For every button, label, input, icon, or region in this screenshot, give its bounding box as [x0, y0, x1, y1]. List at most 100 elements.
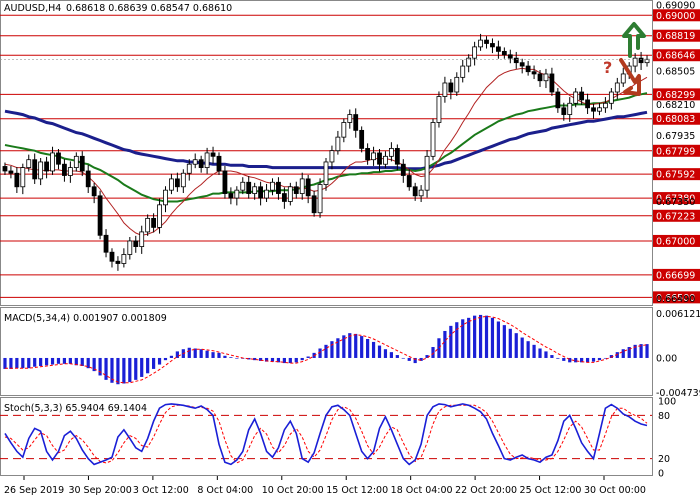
bear-candle	[151, 217, 156, 228]
macd-bar	[526, 341, 530, 358]
bear-candle	[85, 170, 91, 188]
macd-bar	[473, 315, 477, 358]
time-tick-label: 26 Sep 2019	[4, 485, 64, 496]
bear-candle	[585, 99, 590, 109]
bear-candle	[56, 152, 61, 165]
level-tag	[653, 291, 700, 304]
macd-bar	[44, 357, 49, 366]
macd-bar	[467, 317, 471, 358]
bear-candle	[103, 234, 109, 253]
macd-bar	[609, 355, 613, 358]
bear-candle	[412, 186, 418, 197]
time-tick-label: 3 Oct 12:00	[133, 485, 189, 496]
macd-bar	[229, 357, 233, 358]
macd-bar	[288, 357, 292, 364]
stoch-tick-label: 80	[658, 411, 670, 422]
macd-bar	[110, 357, 114, 383]
bull-candle	[186, 163, 192, 174]
level-tag	[653, 209, 700, 222]
bull-candle	[614, 82, 620, 93]
macd-bar	[80, 357, 84, 366]
bull-candle	[472, 46, 478, 59]
stochastic-lines	[0, 403, 652, 466]
bear-candle	[353, 114, 359, 131]
bull-candle	[341, 122, 347, 138]
macd-bar	[633, 344, 637, 358]
bull-candle	[264, 189, 269, 199]
macd-bar	[348, 333, 352, 358]
bull-candle	[329, 150, 335, 163]
stoch-tick-label: 20	[658, 454, 670, 465]
bear-candle	[174, 178, 180, 188]
bear-candle	[198, 159, 204, 169]
bear-candle	[115, 260, 121, 264]
bear-candle	[579, 91, 585, 101]
macd-bar	[169, 355, 174, 358]
macd-bar	[508, 328, 512, 358]
macd-bar	[514, 333, 518, 358]
macd-bar	[294, 357, 298, 363]
macd-bar	[3, 357, 7, 369]
macd-bar	[342, 335, 346, 358]
macd-bar	[360, 336, 364, 358]
bull-candle	[597, 107, 602, 112]
time-tick-label: 22 Oct 20:00	[455, 485, 517, 496]
macd-bar	[413, 357, 417, 364]
macd-bar	[496, 321, 501, 358]
bull-candle	[573, 91, 579, 104]
macd-title: MACD(5,34,4) 0.001907 0.001809	[4, 313, 167, 324]
bear-candle	[210, 152, 216, 157]
bull-candle	[270, 181, 275, 191]
macd-bar	[419, 357, 423, 361]
bear-candle	[281, 193, 287, 202]
bull-candle	[543, 73, 549, 82]
macd-bar	[603, 357, 608, 359]
macd-bar	[50, 357, 55, 365]
macd-bar	[300, 357, 304, 361]
bull-candle	[252, 186, 258, 194]
bear-candle	[638, 57, 644, 64]
macd-bar	[9, 357, 13, 369]
bull-candle	[478, 39, 483, 48]
macd-bar	[556, 357, 560, 359]
macd-bar	[366, 339, 370, 358]
bull-candle	[20, 167, 26, 188]
bull-candle	[383, 155, 388, 165]
bear-candle	[228, 193, 234, 199]
stoch-main-line	[4, 403, 648, 466]
macd-bar	[128, 357, 132, 383]
bear-candle	[359, 129, 365, 149]
bull-candle	[204, 152, 210, 169]
macd-histogram	[3, 314, 649, 385]
time-tick-label: 25 Oct 12:00	[520, 485, 582, 496]
bull-candle	[73, 155, 79, 169]
bull-candle	[466, 57, 472, 67]
macd-bar	[639, 344, 643, 358]
macd-bar	[597, 357, 602, 361]
macd-bar	[62, 357, 67, 364]
macd-bar	[247, 357, 251, 360]
level-tag	[653, 168, 700, 181]
macd-bar	[253, 357, 257, 361]
bull-candle	[644, 58, 650, 64]
bear-candle	[91, 186, 97, 197]
macd-bar	[645, 344, 649, 358]
macd-bar	[615, 352, 619, 358]
bull-candle	[323, 161, 329, 185]
bear-candle	[246, 181, 252, 194]
bull-candle	[234, 189, 240, 199]
macd-bar	[538, 348, 542, 358]
bull-candle	[620, 73, 626, 84]
level-tag	[653, 9, 700, 22]
level-tag	[653, 192, 700, 205]
macd-bar	[140, 357, 144, 377]
macd-bar	[276, 357, 281, 363]
price-chart-title: AUDUSD,H4	[4, 3, 61, 14]
macd-bar	[591, 357, 596, 362]
bull-candle	[603, 102, 608, 109]
macd-bar	[21, 357, 25, 369]
macd-bar	[39, 357, 43, 366]
macd-bar	[562, 357, 566, 361]
bull-candle	[347, 114, 353, 123]
bear-candle	[365, 148, 371, 161]
